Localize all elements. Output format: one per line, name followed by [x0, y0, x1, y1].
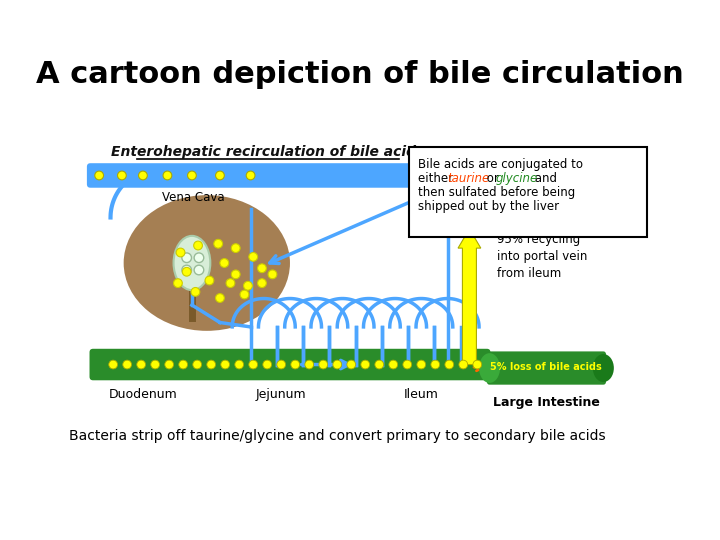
- Text: Bacteria strip off taurine/glycine and convert primary to secondary bile acids: Bacteria strip off taurine/glycine and c…: [69, 429, 606, 443]
- Circle shape: [109, 360, 117, 369]
- Circle shape: [361, 360, 369, 369]
- FancyArrow shape: [458, 229, 481, 364]
- Circle shape: [473, 360, 482, 369]
- Circle shape: [194, 265, 204, 275]
- Circle shape: [459, 360, 468, 369]
- Circle shape: [431, 360, 440, 369]
- Text: Bile acids are conjugated to: Bile acids are conjugated to: [418, 158, 582, 171]
- Circle shape: [179, 360, 187, 369]
- Circle shape: [163, 171, 172, 180]
- Text: glycine: glycine: [495, 172, 538, 185]
- Circle shape: [231, 244, 240, 253]
- Circle shape: [258, 264, 266, 273]
- Text: or: or: [482, 172, 502, 185]
- Text: Jejunum: Jejunum: [256, 388, 307, 401]
- Text: Enterohepatic recirculation of bile acids: Enterohepatic recirculation of bile acid…: [112, 145, 425, 159]
- Text: Ileum: Ileum: [404, 388, 438, 401]
- Circle shape: [165, 360, 174, 369]
- Circle shape: [375, 360, 384, 369]
- Circle shape: [263, 360, 271, 369]
- Circle shape: [215, 171, 225, 180]
- Circle shape: [194, 253, 204, 262]
- Circle shape: [182, 253, 192, 262]
- Ellipse shape: [479, 353, 500, 383]
- Circle shape: [226, 279, 235, 287]
- Circle shape: [231, 270, 240, 279]
- Circle shape: [319, 360, 328, 369]
- Text: Vena Cava: Vena Cava: [163, 191, 225, 204]
- Circle shape: [117, 171, 126, 180]
- Circle shape: [137, 360, 145, 369]
- Circle shape: [417, 360, 426, 369]
- Text: Duodenum: Duodenum: [109, 388, 177, 401]
- Text: shipped out by the liver: shipped out by the liver: [418, 200, 559, 213]
- Circle shape: [95, 171, 104, 180]
- Ellipse shape: [593, 354, 614, 382]
- Circle shape: [347, 360, 356, 369]
- Text: either: either: [418, 172, 456, 185]
- Circle shape: [193, 360, 202, 369]
- Circle shape: [305, 360, 314, 369]
- Circle shape: [268, 270, 277, 279]
- Ellipse shape: [124, 195, 290, 331]
- Circle shape: [235, 360, 243, 369]
- Circle shape: [291, 360, 300, 369]
- Circle shape: [194, 241, 202, 250]
- Circle shape: [214, 239, 222, 248]
- Text: A cartoon depiction of bile circulation: A cartoon depiction of bile circulation: [36, 60, 684, 89]
- Ellipse shape: [174, 236, 210, 290]
- Text: taurine: taurine: [448, 172, 490, 185]
- Circle shape: [277, 360, 286, 369]
- Text: then sulfated before being: then sulfated before being: [418, 186, 575, 199]
- Circle shape: [403, 360, 412, 369]
- Circle shape: [445, 360, 454, 369]
- Circle shape: [389, 360, 397, 369]
- Circle shape: [243, 281, 252, 290]
- Circle shape: [174, 279, 182, 287]
- Text: and: and: [531, 172, 557, 185]
- Circle shape: [191, 287, 200, 296]
- Text: 95% recycling
into portal vein
from ileum: 95% recycling into portal vein from ileu…: [497, 233, 587, 280]
- FancyBboxPatch shape: [487, 352, 606, 384]
- Circle shape: [249, 360, 258, 369]
- Text: 5% loss of bile acids: 5% loss of bile acids: [490, 362, 601, 372]
- Text: Large Intestine: Large Intestine: [493, 396, 600, 409]
- FancyBboxPatch shape: [89, 349, 490, 380]
- Circle shape: [240, 290, 249, 299]
- Circle shape: [258, 279, 266, 287]
- Circle shape: [182, 267, 191, 276]
- Circle shape: [150, 360, 160, 369]
- Circle shape: [221, 360, 230, 369]
- Circle shape: [215, 294, 225, 302]
- Circle shape: [246, 171, 255, 180]
- Circle shape: [138, 171, 148, 180]
- Circle shape: [187, 171, 197, 180]
- Circle shape: [249, 253, 258, 261]
- Circle shape: [205, 276, 214, 285]
- FancyBboxPatch shape: [87, 163, 492, 188]
- Circle shape: [182, 265, 192, 275]
- FancyBboxPatch shape: [409, 147, 647, 237]
- Circle shape: [176, 248, 185, 257]
- Circle shape: [220, 259, 229, 267]
- Circle shape: [123, 360, 132, 369]
- Circle shape: [207, 360, 215, 369]
- Circle shape: [333, 360, 341, 369]
